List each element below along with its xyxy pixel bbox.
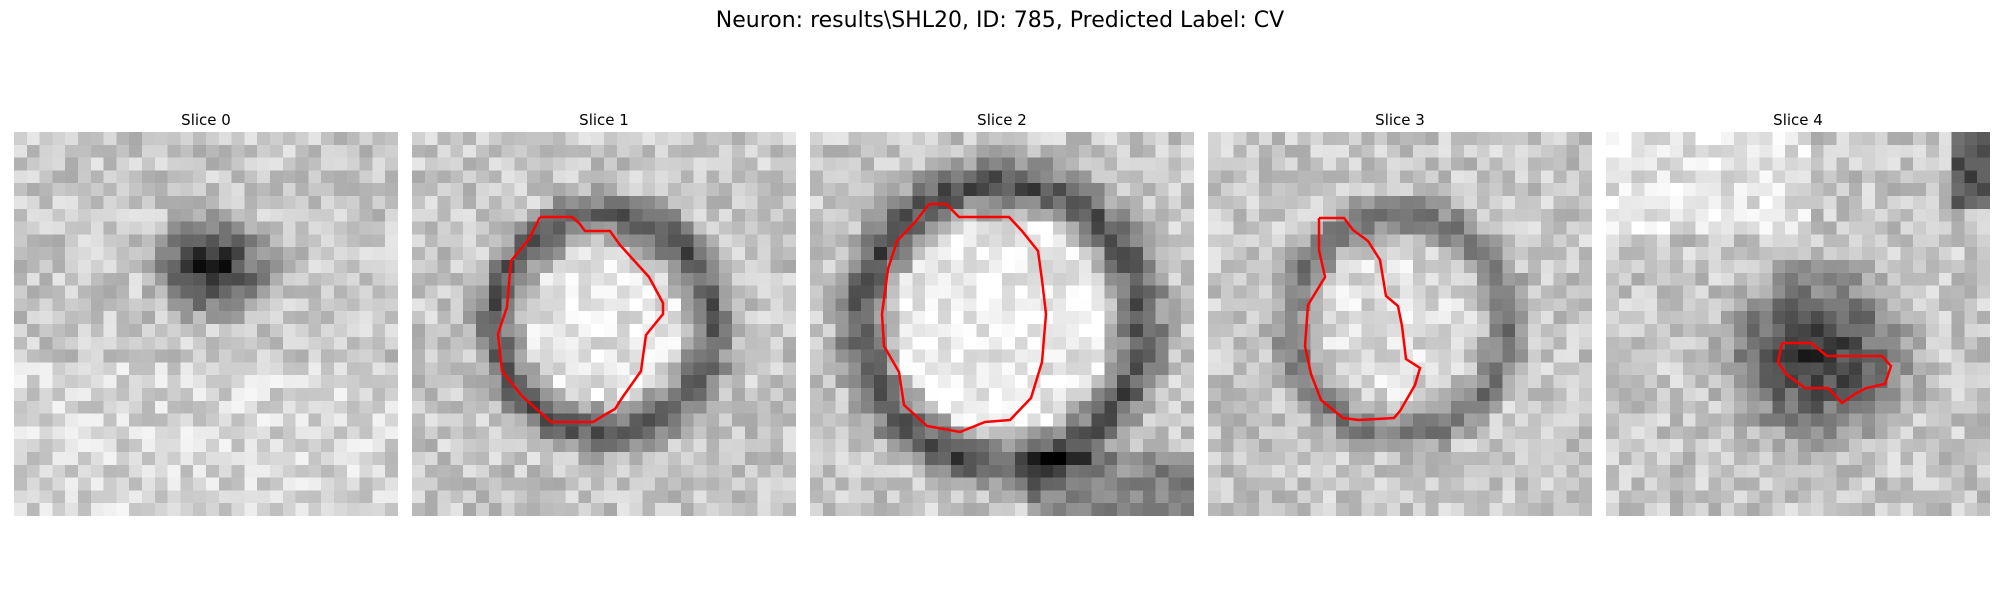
slice-panel-2: Slice 2	[810, 108, 1194, 516]
slice-title: Slice 2	[977, 111, 1027, 129]
slice-title: Slice 0	[181, 111, 231, 129]
figure-title: Neuron: results\SHL20, ID: 785, Predicte…	[715, 8, 1285, 33]
slice-panel-3: Slice 3	[1208, 108, 1592, 516]
slice-title: Slice 4	[1773, 111, 1823, 129]
slice-image	[14, 132, 398, 516]
slice-image	[1606, 132, 1990, 516]
slice-image	[412, 132, 796, 516]
slice-panel-1: Slice 1	[412, 108, 796, 516]
slice-panel-4: Slice 4	[1606, 108, 1990, 516]
slice-title: Slice 3	[1375, 111, 1425, 129]
slice-image	[1208, 132, 1592, 516]
slice-image	[810, 132, 1194, 516]
slice-title: Slice 1	[579, 111, 629, 129]
slice-panel-0: Slice 0	[14, 108, 398, 516]
